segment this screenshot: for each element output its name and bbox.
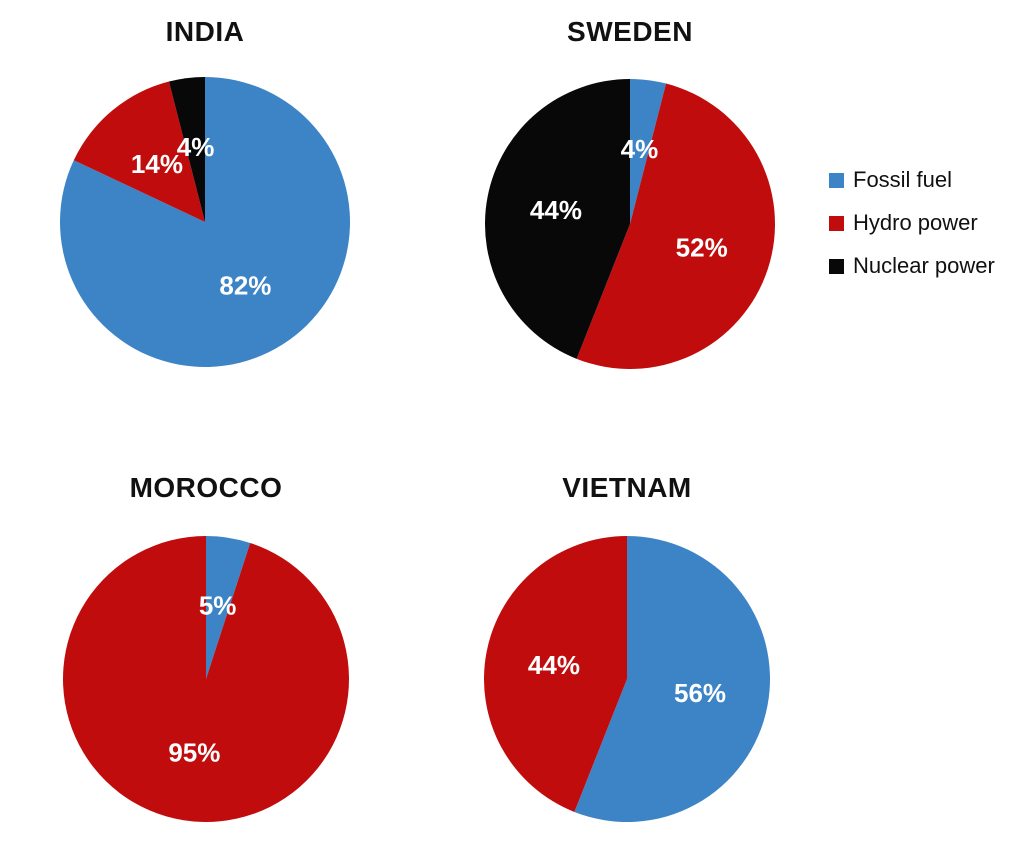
chart-title-morocco: MOROCCO bbox=[129, 472, 283, 503]
pie-chart-india: 82% 14%4% bbox=[60, 77, 350, 367]
legend-swatch-hydro-power bbox=[829, 215, 844, 231]
pie-slice-nuclear-power bbox=[485, 79, 630, 359]
legend-item-nuclear-power: Nuclear power bbox=[829, 253, 995, 279]
pie-slice-hydro-power bbox=[73, 81, 205, 222]
chart-title-sweden: SWEDEN bbox=[567, 16, 693, 47]
data-label-nuclear-power: 44% bbox=[530, 195, 582, 225]
data-label-hydro-power: 95% bbox=[168, 737, 220, 767]
data-label-fossil-fuel: 82% bbox=[219, 271, 271, 301]
pie-slice-nuclear-power bbox=[168, 77, 205, 222]
legend: Fossil fuel Hydro power Nuclear power bbox=[829, 167, 995, 296]
legend-label-nuclear-power: Nuclear power bbox=[853, 253, 995, 278]
legend-label-hydro-power: Hydro power bbox=[853, 210, 978, 235]
legend-item-hydro-power: Hydro power bbox=[829, 210, 995, 236]
data-label-hydro-power: 52% bbox=[676, 232, 728, 262]
pie-slice-hydro-power bbox=[576, 83, 775, 369]
pie-slice-hydro-power bbox=[63, 536, 349, 822]
pie-slice-fossil-fuel bbox=[630, 79, 667, 224]
data-label-fossil-fuel: 5% bbox=[199, 591, 237, 621]
pie-chart-vietnam: 56% 44% bbox=[484, 536, 770, 822]
pie-slice-hydro-power bbox=[484, 536, 627, 812]
data-label-fossil-fuel: 56% bbox=[674, 678, 726, 708]
pie-slice-fossil-fuel bbox=[574, 536, 770, 822]
legend-swatch-fossil-fuel bbox=[829, 172, 844, 188]
chart-title-vietnam: VIETNAM bbox=[562, 472, 692, 503]
legend-item-fossil-fuel: Fossil fuel bbox=[829, 167, 995, 193]
pie-chart-morocco: 5% 95% bbox=[63, 536, 349, 822]
pie-slice-fossil-fuel bbox=[206, 536, 251, 679]
data-label-fossil-fuel: 4% bbox=[621, 134, 659, 164]
data-label-hydro-power: 44% bbox=[528, 650, 580, 680]
chart-title-india: INDIA bbox=[165, 16, 245, 47]
data-label-nuclear-power: 4% bbox=[177, 132, 215, 162]
legend-label-fossil-fuel: Fossil fuel bbox=[853, 167, 953, 192]
legend-swatch-nuclear-power bbox=[829, 258, 844, 274]
pie-chart-sweden: 4% 52% 44% bbox=[485, 79, 775, 369]
data-label-hydro-power: 14% bbox=[131, 149, 183, 179]
